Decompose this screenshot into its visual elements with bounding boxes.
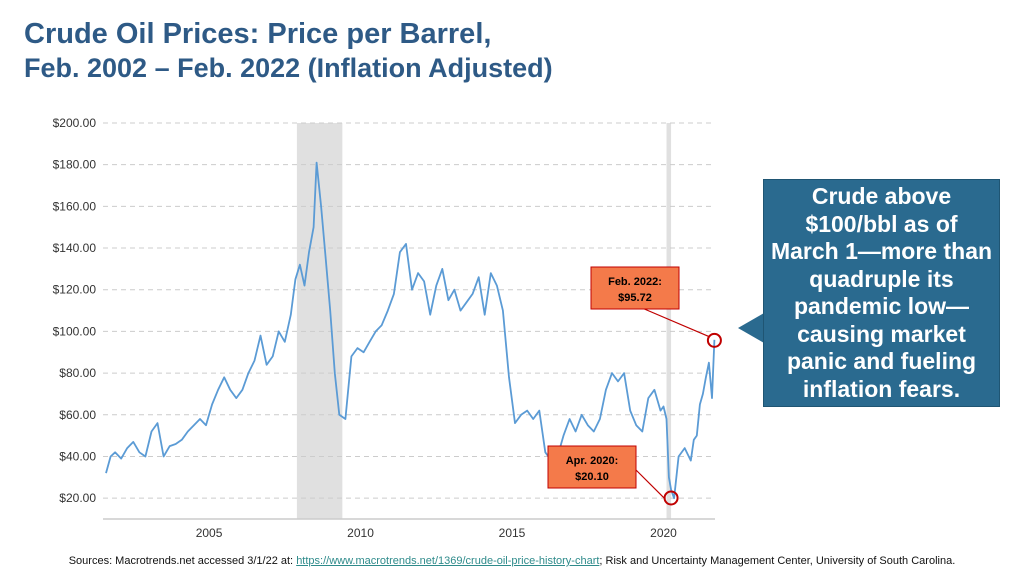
gridlines	[103, 122, 715, 520]
recession-band-1	[666, 123, 672, 519]
y-tick-label: $160.00	[53, 199, 97, 213]
y-tick-label: $140.00	[53, 241, 97, 255]
x-axis-ticks: 2005 2010 2015 2020	[196, 526, 677, 540]
chart-title-line1: Crude Oil Prices: Price per Barrel,	[24, 18, 492, 50]
y-tick-label: $20.00	[59, 491, 96, 505]
y-tick-label: $40.00	[59, 449, 96, 463]
callout-pointer	[738, 313, 764, 343]
source-note: Sources: Macrotrends.net accessed 3/1/22…	[0, 555, 1024, 567]
y-tick-label: $180.00	[53, 158, 97, 172]
source-suffix: ; Risk and Uncertainty Management Center…	[599, 555, 956, 567]
callout-box: Crude above $100/bbl as of March 1—more …	[763, 179, 1000, 407]
x-tick-label: 2015	[499, 526, 526, 540]
x-tick-label: 2005	[196, 526, 223, 540]
series-line-0	[105, 161, 716, 500]
apr-2020-label: Apr. 2020:	[566, 455, 619, 467]
x-tick-label: 2020	[650, 526, 677, 540]
feb-2022-marker	[706, 332, 722, 348]
price-series	[105, 161, 716, 500]
feb-2022-leader-line	[641, 307, 709, 337]
y-tick-label: $60.00	[59, 408, 96, 422]
source-link[interactable]: https://www.macrotrends.net/1369/crude-o…	[296, 555, 600, 567]
x-tick-label: 2010	[347, 526, 374, 540]
y-tick-label: $200.00	[53, 116, 97, 130]
source-prefix: Sources: Macrotrends.net accessed 3/1/22…	[68, 555, 297, 567]
recession-band-0	[296, 123, 343, 519]
feb-2022-label: Feb. 2022:	[608, 276, 662, 288]
feb-2022-label-box	[590, 266, 680, 310]
y-tick-label: $120.00	[53, 283, 97, 297]
apr-2020-marker	[663, 490, 679, 506]
y-tick-label: $80.00	[59, 366, 96, 380]
chart-title-line2: Feb. 2002 – Feb. 2022 (Inflation Adjuste…	[24, 53, 553, 83]
apr-2020-label-box	[547, 445, 637, 489]
callout-text: Crude above $100/bbl as of March 1—more …	[770, 183, 993, 402]
y-tick-label: $100.00	[53, 324, 97, 338]
y-axis-ticks: $20.00 $40.00 $60.00 $80.00 $100.00 $120.00 $1…	[53, 116, 97, 505]
feb-2022-value: $95.72	[618, 292, 652, 304]
apr-2020-leader-line	[635, 469, 666, 500]
apr-2020-value: $20.10	[575, 471, 609, 483]
